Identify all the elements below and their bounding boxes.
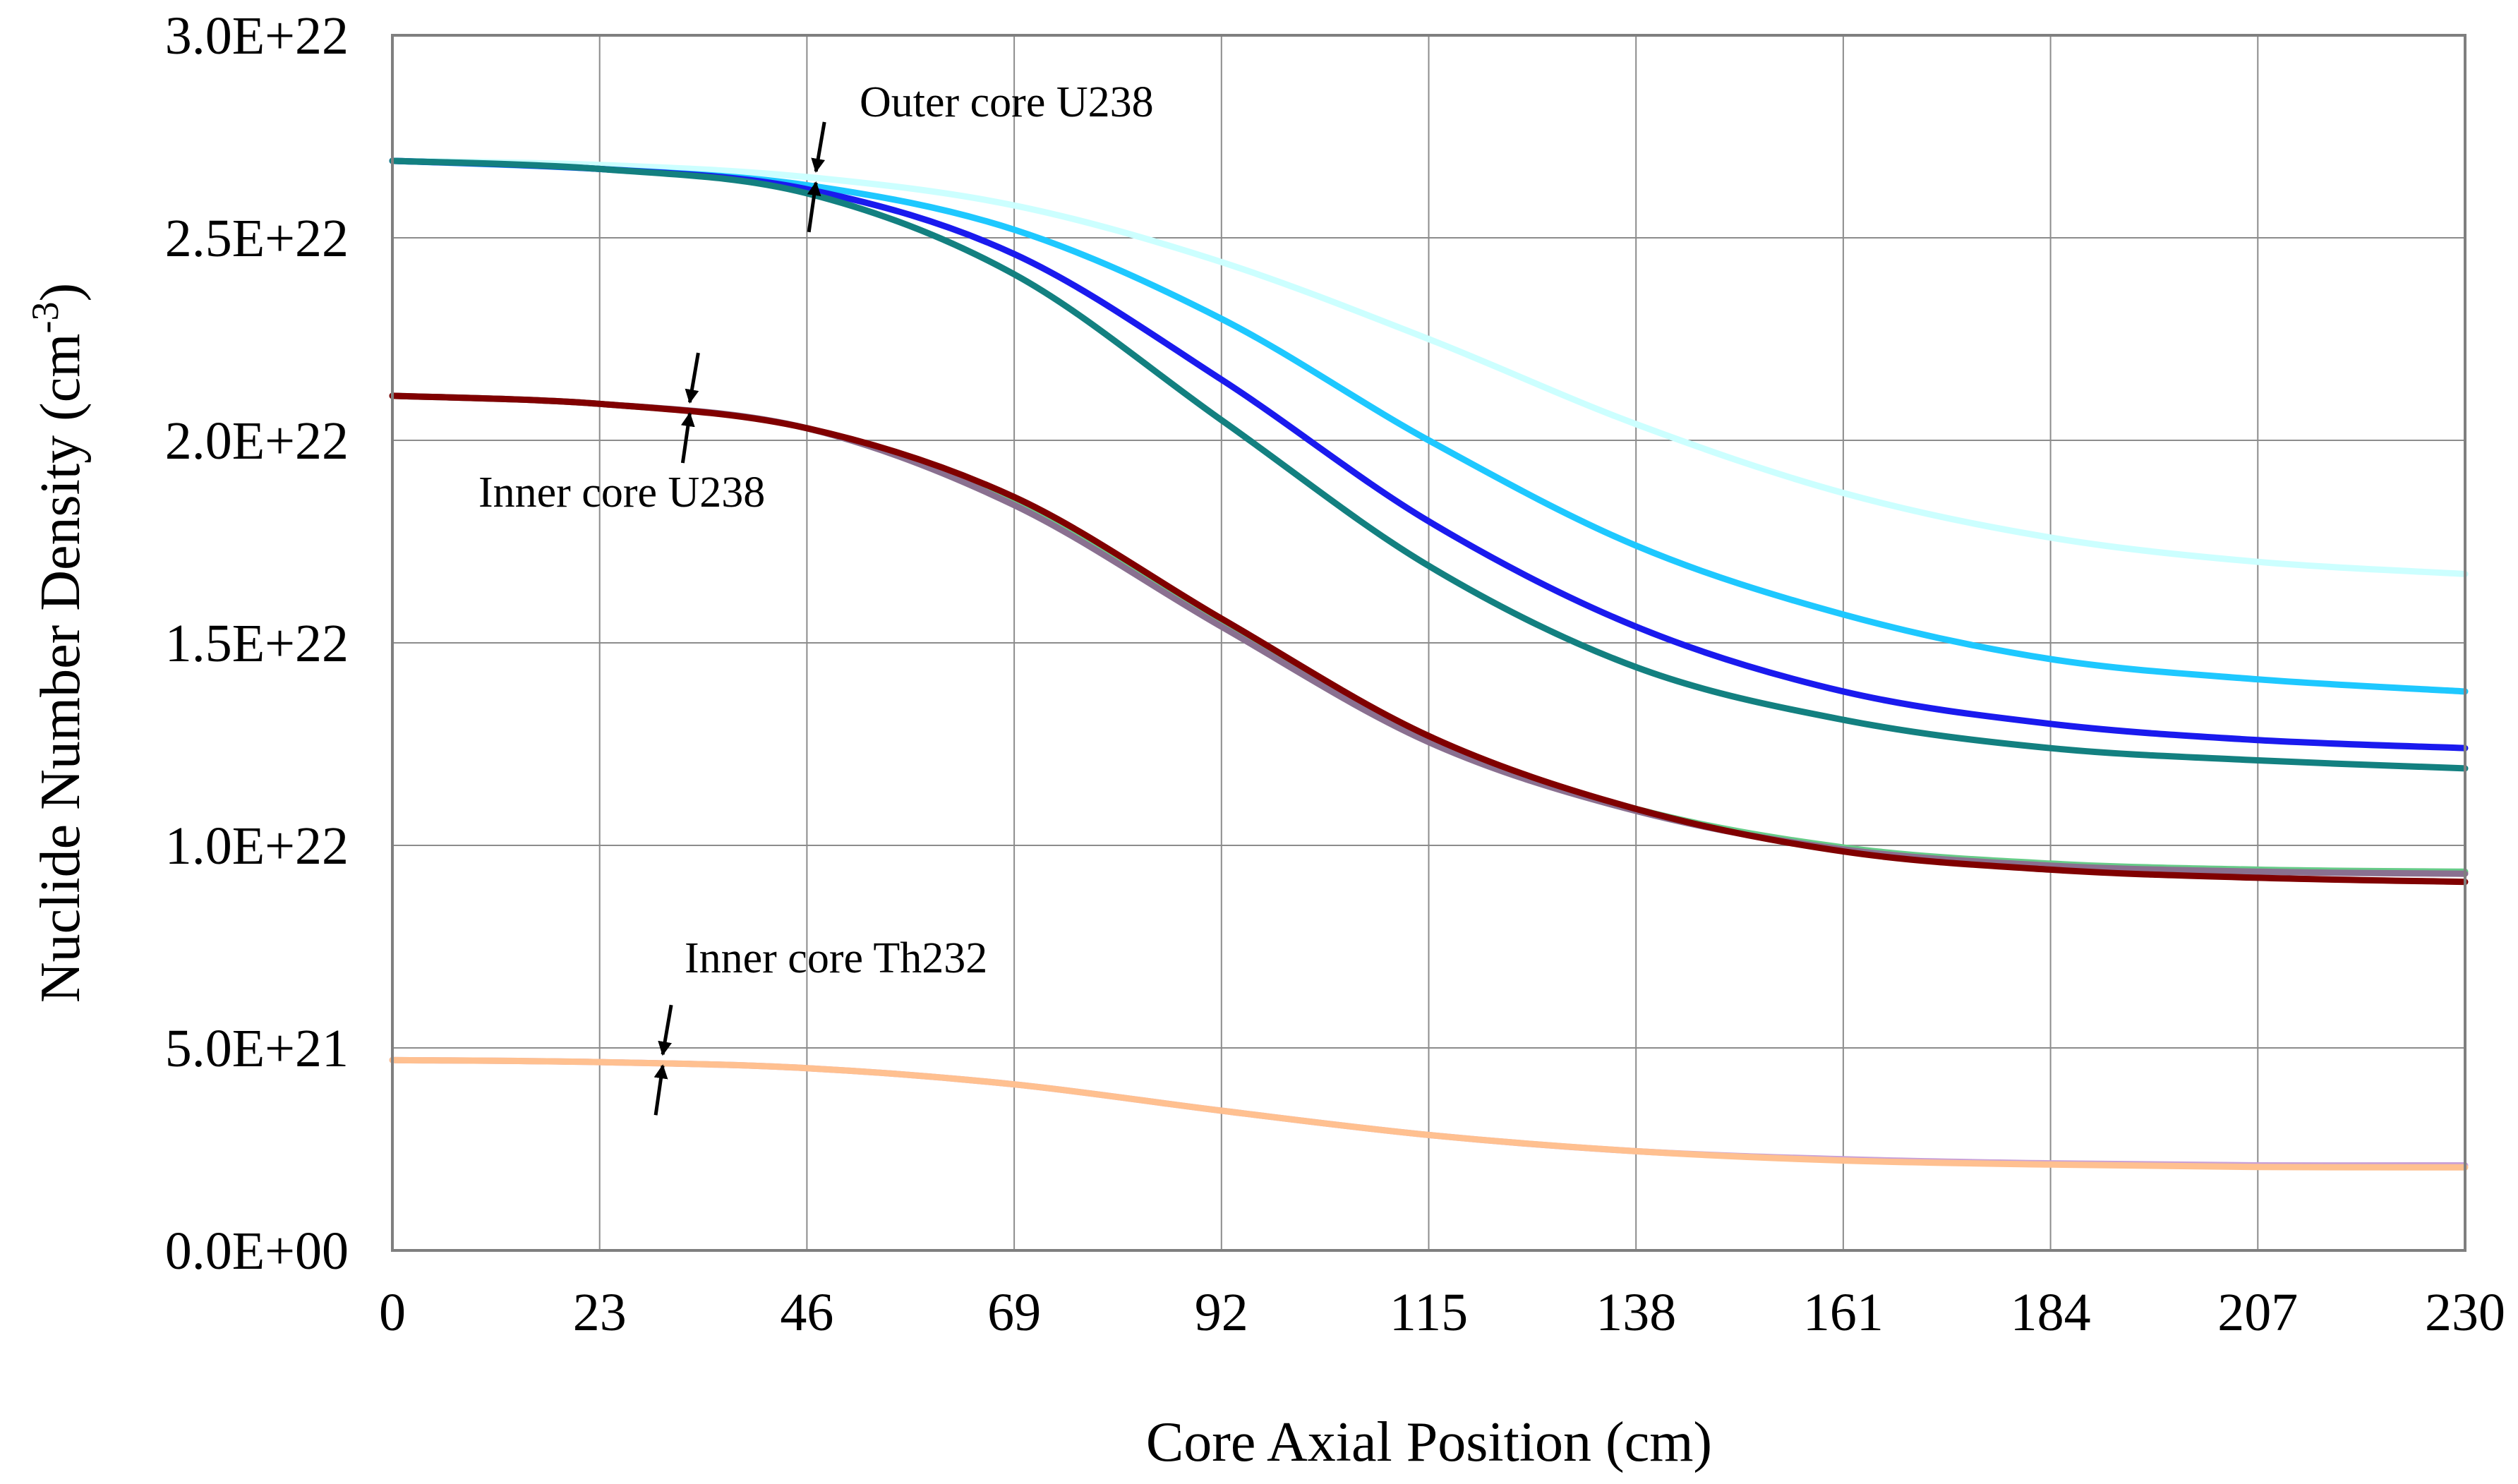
x-tick-label: 230 bbox=[2425, 1283, 2505, 1342]
series-line-9 bbox=[389, 1056, 2469, 1171]
x-tick-label: 207 bbox=[2217, 1283, 2298, 1342]
y-axis-title-superscript: -3 bbox=[24, 302, 66, 334]
tick-labels: 0 23 46 69 92 115 138 161 184 207 230 0.0E+00 5.0E+2… bbox=[165, 6, 2505, 1342]
outer-core-u238-arrow-down bbox=[811, 121, 826, 173]
inner-core-u238-arrow-up bbox=[680, 412, 695, 464]
x-tick-label: 69 bbox=[987, 1283, 1041, 1342]
annotations: Outer core U238 Inner core U238 Inner core… bbox=[478, 78, 1154, 1116]
x-tick-label: 23 bbox=[573, 1283, 627, 1342]
x-tick-label: 92 bbox=[1195, 1283, 1248, 1342]
y-tick-label: 0.0E+00 bbox=[165, 1221, 349, 1281]
series-layer bbox=[389, 157, 2469, 1171]
series-line-4 bbox=[389, 157, 2469, 772]
y-axis-title-main: Nuclide Number Density (cm bbox=[30, 333, 92, 1003]
y-tick-label: 2.5E+22 bbox=[165, 209, 349, 268]
x-tick-label: 115 bbox=[1390, 1283, 1468, 1342]
outer-core-u238-arrow-up bbox=[807, 181, 821, 233]
y-tick-label: 2.0E+22 bbox=[165, 411, 349, 471]
inner-core-u238-arrow-down bbox=[685, 352, 700, 404]
grid-lines bbox=[392, 35, 2465, 1250]
y-axis-title-close: ) bbox=[30, 283, 92, 302]
x-tick-label: 184 bbox=[2011, 1283, 2091, 1342]
inner-core-th232-arrow-up bbox=[653, 1064, 668, 1116]
plot-border bbox=[391, 34, 2466, 1252]
annotation-outer-core-u238: Outer core U238 bbox=[860, 78, 1154, 126]
x-tick-label: 0 bbox=[379, 1283, 406, 1342]
y-tick-label: 5.0E+21 bbox=[165, 1019, 349, 1078]
y-axis-title: Nuclide Number Density (cm-3) bbox=[24, 283, 92, 1003]
y-tick-label: 1.0E+22 bbox=[165, 816, 349, 876]
y-tick-label: 1.5E+22 bbox=[165, 614, 349, 673]
y-tick-label: 3.0E+22 bbox=[165, 6, 349, 66]
x-tick-label: 46 bbox=[780, 1283, 833, 1342]
x-axis-title: Core Axial Position (cm) bbox=[1146, 1411, 1712, 1473]
annotation-inner-core-u238: Inner core U238 bbox=[478, 469, 765, 517]
inner-core-th232-arrow-down bbox=[658, 1004, 673, 1056]
series-line-1 bbox=[389, 157, 2469, 577]
annotation-inner-core-th232: Inner core Th232 bbox=[685, 934, 987, 982]
x-tick-label: 161 bbox=[1803, 1283, 1884, 1342]
x-tick-label: 138 bbox=[1596, 1283, 1676, 1342]
series-line-7 bbox=[389, 392, 2469, 886]
